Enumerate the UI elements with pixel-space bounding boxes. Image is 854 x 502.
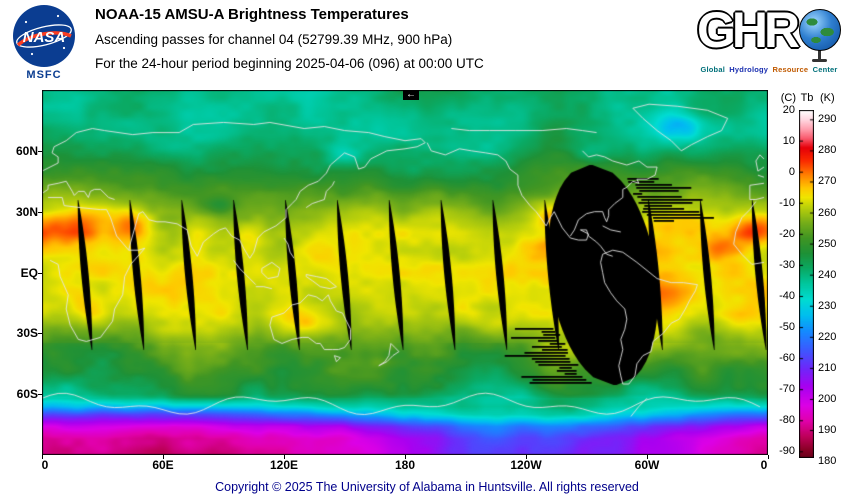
colorbar-kelvin-tick: 240 — [818, 268, 837, 281]
lat-label-60n: 60N — [15, 144, 38, 158]
lon-label-120e: 120E — [269, 458, 299, 472]
colorbar-unit-celsius: (C) — [780, 92, 796, 104]
lat-label-eq: EQ — [20, 265, 38, 280]
page-title: NOAA-15 AMSU-A Brightness Temperatures — [95, 6, 409, 23]
lat-label-30n: 30N — [15, 205, 38, 219]
lat-axis-tick — [38, 394, 42, 395]
lon-axis-tick — [284, 455, 285, 459]
title-block: NOAA-15 AMSU-A Brightness Temperatures A… — [95, 6, 484, 71]
lon-label-60e: 60E — [152, 458, 174, 472]
ghrc-letter-h: H — [731, 2, 768, 58]
colorbar-celsius-tick: -90 — [779, 445, 795, 458]
lon-axis-tick — [405, 455, 406, 459]
colorbar-celsius-tick: 0 — [788, 165, 795, 178]
ghrc-tagline: Global Hydrology Resource Center — [686, 65, 852, 74]
lon-axis-tick — [647, 455, 648, 459]
lon-axis-tick — [42, 455, 43, 459]
ghrc-tagline-word: Center — [812, 65, 838, 74]
lon-axis-tick — [526, 455, 527, 459]
lon-label-0w: 0 — [760, 458, 768, 472]
lon-axis-tick — [768, 455, 769, 459]
colorbar-kelvin-tick: 270 — [818, 175, 837, 188]
colorbar-kelvin-tick: 180 — [818, 455, 837, 468]
msfc-label: MSFC — [26, 69, 62, 81]
lon-label-0e: 0 — [41, 458, 49, 472]
lat-axis-tick — [38, 151, 42, 152]
colorbar-celsius-tick: 10 — [782, 134, 795, 147]
ghrc-letter-r: R — [763, 2, 800, 58]
lon-label-180: 180 — [394, 458, 416, 472]
page-subtitle: Ascending passes for channel 04 (52799.3… — [95, 32, 453, 47]
lon-axis-tick — [163, 455, 164, 459]
ghrc-globe-icon — [799, 9, 842, 62]
lat-axis-tick — [38, 212, 42, 213]
colorbar-kelvin-tick: 210 — [818, 361, 837, 374]
colorbar-celsius-tick: -10 — [779, 196, 795, 209]
lat-label-30s: 30S — [16, 326, 38, 340]
nasa-meatball-icon: NASA — [13, 5, 75, 67]
colorbar-celsius-tick: -40 — [779, 289, 795, 302]
ghrc-tagline-word: Hydrology — [729, 65, 769, 74]
colorbar-kelvin-tick: 250 — [818, 237, 837, 250]
colorbar-kelvin-tick: 290 — [818, 113, 837, 126]
ghrc-letters: G H R — [686, 1, 852, 62]
lat-axis-tick — [38, 333, 42, 334]
colorbar-celsius-tick: -50 — [779, 321, 795, 334]
nasa-logo: NASA — [12, 4, 76, 68]
colorbar-celsius-tick: -60 — [779, 352, 795, 365]
colorbar-kelvin-tick: 230 — [818, 299, 837, 312]
ghrc-tagline-word: Global — [700, 65, 725, 74]
lat-label-60s: 60S — [16, 387, 38, 401]
nasa-text: NASA — [23, 29, 66, 46]
colorbar-celsius-tick: -30 — [779, 258, 795, 271]
colorbar-unit-kelvin: (K) — [820, 92, 835, 104]
copyright: Copyright © 2025 The University of Alaba… — [215, 480, 639, 494]
colorbar-celsius-tick: -80 — [779, 414, 795, 427]
lon-label-120w: 120W — [510, 458, 542, 472]
lat-axis-tick — [38, 272, 42, 274]
page-period: For the 24-hour period beginning 2025-04… — [95, 56, 484, 71]
ghrc-tagline-word: Resource — [772, 65, 809, 74]
colorbar-kelvin-tick: 260 — [818, 206, 837, 219]
colorbar-kelvin-tick: 220 — [818, 330, 837, 343]
lon-label-60w: 60W — [634, 458, 660, 472]
colorbar-kelvin-tick: 280 — [818, 144, 837, 157]
ghrc-letter-g: G — [696, 2, 736, 58]
colorbar-kelvin-tick: 190 — [818, 424, 837, 437]
colorbar-unit-tb: Tb — [800, 92, 814, 104]
colorbar-kelvin-tick: 200 — [818, 392, 837, 405]
pass-start-marker: ← — [403, 90, 419, 100]
brightness-temperature-map — [42, 90, 768, 455]
ghrc-logo: G H R Global Hydrology Resource Center — [686, 1, 852, 74]
colorbar — [799, 110, 814, 458]
colorbar-celsius-tick: 20 — [782, 104, 795, 116]
colorbar-celsius-tick: -20 — [779, 227, 795, 240]
colorbar-celsius-tick: -70 — [779, 383, 795, 396]
